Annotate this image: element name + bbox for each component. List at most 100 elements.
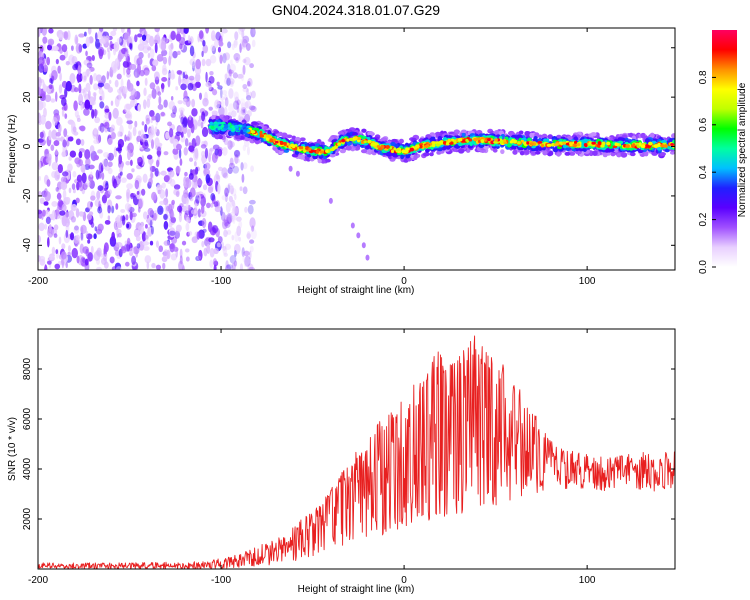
noise-speck [245,42,251,51]
noise-speck [161,49,168,57]
noise-speck [144,123,148,133]
ridge-cell [584,143,588,148]
ridge-cell [620,152,628,158]
noise-speck [233,53,241,61]
colorbar-tick-label: 0.8 [698,70,709,84]
noise-speck [65,261,68,269]
noise-speck [209,54,217,64]
noise-speck [222,89,228,96]
noise-speck [158,245,164,253]
ridge-cell [325,158,331,163]
noise-speck [226,264,233,269]
noise-speck [225,201,231,213]
noise-speck [76,181,80,191]
noise-speck [111,205,115,214]
noise-speck [197,119,201,127]
noise-speck [234,193,237,200]
noise-speck [193,209,198,219]
noise-speck [170,30,176,41]
noise-speck [87,252,94,262]
noise-speck [133,229,140,238]
snr-y-axis: 2000 4000 6000 8000 [22,357,675,530]
noise-speck [108,111,112,121]
noise-speck [177,100,183,105]
ridge-cell [337,142,342,146]
noise-speck [101,158,109,170]
noise-speck [149,240,154,246]
noise-speck [49,77,53,84]
noise-speck [151,191,157,201]
noise-speck [149,82,156,90]
noise-speck [144,77,148,86]
noise-speck [159,189,166,199]
y-tick-label: 4000 [22,457,33,480]
noise-speck [75,208,80,218]
noise-speck [213,264,217,270]
noise-speck [80,256,86,267]
ridge-cell [573,136,578,141]
ridge-cell [549,150,554,156]
noise-speck [106,70,110,80]
noise-speck [223,229,228,238]
noise-speck [163,151,169,156]
noise-speck [175,190,180,198]
noise-speck [39,131,44,139]
ridge-cell [569,142,573,147]
noise-speck [124,202,131,211]
ridge-cell [669,150,675,155]
noise-speck [39,197,45,205]
noise-speck [211,110,218,116]
noise-speck [73,87,79,93]
noise-speck [114,79,119,88]
noise-speck [249,91,253,98]
noise-speck [111,175,116,186]
noise-speck [96,247,102,257]
noise-speck [44,94,52,103]
noise-speck [129,247,135,254]
ridge-cell [670,143,674,146]
noise-speck [328,197,333,204]
noise-speck [234,205,239,217]
noise-speck [54,263,61,270]
ridge-cell [490,140,495,145]
noise-speck [250,105,257,112]
noise-speck [208,237,215,243]
noise-speck [200,121,204,129]
noise-speck [146,261,150,270]
noise-speck [75,138,82,146]
noise-speck [223,219,230,227]
noise-speck [225,216,232,225]
ridge-cell [275,148,280,154]
spectrogram-x-label: Height of straight line (km) [298,285,415,296]
noise-speck [184,171,188,177]
noise-speck [86,62,93,69]
noise-speck [249,250,252,260]
noise-speck [78,151,83,159]
noise-speck [153,71,160,81]
noise-speck [227,69,232,81]
noise-speck [149,165,156,173]
noise-speck [97,185,104,192]
noise-speck [61,44,68,53]
noise-speck [231,110,237,118]
ridge-cell [653,144,658,148]
noise-speck [224,264,232,270]
noise-speck [227,184,231,194]
x-tick-label: -100 [211,575,231,586]
ridge-cell [537,140,543,144]
noise-speck [101,75,106,84]
noise-speck [201,50,204,58]
ridge-cell [395,148,400,152]
noise-speck [243,56,251,66]
noise-speck [87,239,91,244]
ridge-cell [615,142,619,146]
snr-y-label: SNR (10 * v/v) [7,417,18,481]
noise-speck [251,90,256,99]
noise-speck [149,109,155,118]
noise-speck [191,98,196,108]
noise-speck [62,139,67,148]
noise-speck [78,83,82,94]
ridge-cell [656,146,662,151]
noise-speck [114,249,120,256]
colorbar-label: Normalized spectral amplitude [737,82,748,217]
